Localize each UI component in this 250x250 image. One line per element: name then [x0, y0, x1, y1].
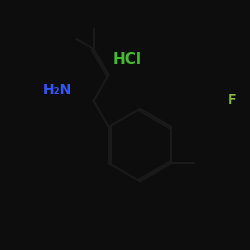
Text: H₂N: H₂N [42, 83, 72, 97]
Text: HCl: HCl [113, 52, 142, 68]
Text: F: F [228, 93, 236, 107]
